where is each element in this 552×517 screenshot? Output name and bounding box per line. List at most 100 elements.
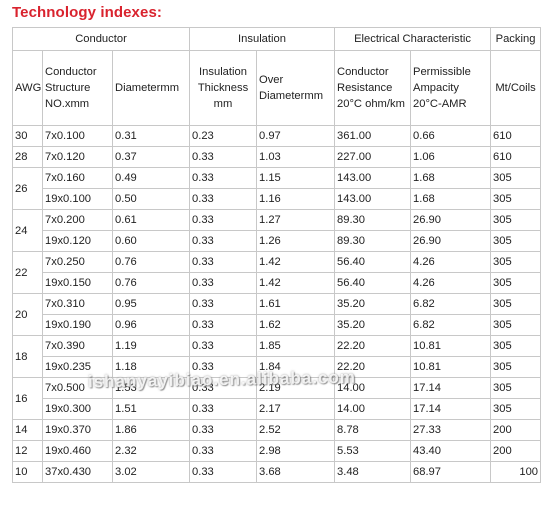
table-row: 12 19x0.460 2.32 0.33 2.98 5.53 43.40 20… (12, 440, 542, 462)
cell-packing: 100 (490, 461, 542, 483)
cell-thickness: 0.33 (189, 293, 257, 315)
cell-ampacity: 26.90 (409, 209, 492, 231)
cell-structure: 19x0.460 (42, 440, 113, 462)
cell-ampacity: 4.26 (409, 251, 492, 273)
cell-thickness: 0.33 (189, 272, 257, 294)
cell-over-diameter: 1.42 (256, 272, 335, 294)
cell-diameter: 3.02 (112, 461, 190, 483)
cell-resistance: 361.00 (334, 125, 411, 147)
cell-packing: 305 (490, 251, 542, 273)
cell-packing: 610 (490, 146, 542, 168)
cell-diameter: 1.19 (112, 335, 190, 357)
cell-structure: 7x0.200 (42, 209, 113, 231)
cell-thickness: 0.33 (189, 146, 257, 168)
cell-packing: 200 (490, 440, 542, 462)
cell-ampacity: 17.14 (409, 398, 492, 420)
cell-ampacity: 1.06 (409, 146, 492, 168)
cell-ampacity: 17.14 (409, 377, 492, 399)
cell-ampacity: 43.40 (409, 440, 492, 462)
cell-resistance: 56.40 (334, 251, 411, 273)
cell-awg: 20 (12, 293, 43, 336)
cell-structure: 19x0.100 (42, 188, 113, 210)
cell-packing: 305 (490, 272, 542, 294)
cell-ampacity: 1.68 (409, 188, 492, 210)
column-header-row: AWG Conductor Structure NO.xmm Diameterm… (12, 50, 542, 126)
cell-thickness: 0.33 (189, 419, 257, 441)
cell-diameter: 0.76 (112, 251, 190, 273)
cell-over-diameter: 1.85 (256, 335, 335, 357)
col-structure: Conductor Structure NO.xmm (42, 50, 113, 126)
cell-structure: 19x0.120 (42, 230, 113, 252)
cell-resistance: 22.20 (334, 356, 411, 378)
cell-resistance: 143.00 (334, 167, 411, 189)
cell-resistance: 227.00 (334, 146, 411, 168)
cell-packing: 305 (490, 335, 542, 357)
cell-over-diameter: 1.61 (256, 293, 335, 315)
cell-resistance: 89.30 (334, 230, 411, 252)
cell-ampacity: 10.81 (409, 335, 492, 357)
table-row: 18 7x0.390 1.19 0.33 1.85 22.20 10.81 30… (12, 335, 542, 378)
cell-packing: 305 (490, 356, 542, 378)
cell-over-diameter: 2.52 (256, 419, 335, 441)
cell-structure: 7x0.250 (42, 251, 113, 273)
cell-structure: 7x0.390 (42, 335, 113, 357)
cell-thickness: 0.33 (189, 209, 257, 231)
cell-thickness: 0.33 (189, 398, 257, 420)
cell-packing: 305 (490, 293, 542, 315)
cell-packing: 305 (490, 398, 542, 420)
cell-structure: 37x0.430 (42, 461, 113, 483)
cell-diameter: 0.95 (112, 293, 190, 315)
cell-ampacity: 68.97 (409, 461, 492, 483)
cell-ampacity: 26.90 (409, 230, 492, 252)
cell-awg: 28 (12, 146, 43, 168)
col-resistance: Conductor Resistance 20°C ohm/km (334, 50, 411, 126)
cell-resistance: 35.20 (334, 293, 411, 315)
cell-over-diameter: 1.42 (256, 251, 335, 273)
group-insulation: Insulation (189, 27, 335, 51)
group-packing: Packing (490, 27, 542, 51)
cell-over-diameter: 2.19 (256, 377, 335, 399)
cell-diameter: 0.49 (112, 167, 190, 189)
table-row: 19x0.300 1.51 0.33 2.17 14.00 17.14 305 (13, 398, 542, 420)
cell-structure: 7x0.100 (42, 125, 113, 147)
cell-thickness: 0.33 (189, 377, 257, 399)
cell-diameter: 2.32 (112, 440, 190, 462)
cell-diameter: 0.31 (112, 125, 190, 147)
cell-diameter: 1.18 (112, 356, 190, 378)
cell-ampacity: 6.82 (409, 314, 492, 336)
cell-resistance: 35.20 (334, 314, 411, 336)
group-conductor: Conductor (12, 27, 190, 51)
cell-structure: 19x0.235 (42, 356, 113, 378)
cell-awg: 30 (12, 125, 43, 147)
cell-awg: 26 (12, 167, 43, 210)
col-over-diameter: Over Diametermm (256, 50, 335, 126)
cell-packing: 305 (490, 209, 542, 231)
cell-over-diameter: 1.27 (256, 209, 335, 231)
cell-over-diameter: 2.98 (256, 440, 335, 462)
cell-ampacity: 27.33 (409, 419, 492, 441)
cell-over-diameter: 0.97 (256, 125, 335, 147)
table-row: 19x0.150 0.76 0.33 1.42 56.40 4.26 305 (13, 272, 542, 294)
cell-awg: 18 (12, 335, 43, 378)
cell-thickness: 0.33 (189, 188, 257, 210)
group-electrical: Electrical Characteristic (333, 27, 492, 51)
cell-resistance: 14.00 (334, 398, 411, 420)
col-awg: AWG (12, 50, 43, 126)
cell-thickness: 0.33 (189, 440, 257, 462)
table-row: 30 7x0.100 0.31 0.23 0.97 361.00 0.66 61… (12, 125, 542, 147)
cell-thickness: 0.33 (189, 167, 257, 189)
table-row: 19x0.120 0.60 0.33 1.26 89.30 26.90 305 (13, 230, 542, 252)
cell-resistance: 143.00 (334, 188, 411, 210)
cell-packing: 305 (490, 188, 542, 210)
cell-diameter: 0.50 (112, 188, 190, 210)
cell-over-diameter: 2.17 (256, 398, 335, 420)
table-row: 16 7x0.500 1.53 0.33 2.19 14.00 17.14 30… (12, 377, 542, 420)
cell-diameter: 1.51 (112, 398, 190, 420)
col-packing: Mt/Coils (490, 50, 542, 126)
cell-diameter: 0.76 (112, 272, 190, 294)
col-diameter: Diametermm (112, 50, 190, 126)
cell-structure: 19x0.300 (42, 398, 113, 420)
cell-over-diameter: 3.68 (256, 461, 335, 483)
table-row: 20 7x0.310 0.95 0.33 1.61 35.20 6.82 305 (12, 293, 542, 336)
table-row: 24 7x0.200 0.61 0.33 1.27 89.30 26.90 30… (12, 209, 542, 252)
